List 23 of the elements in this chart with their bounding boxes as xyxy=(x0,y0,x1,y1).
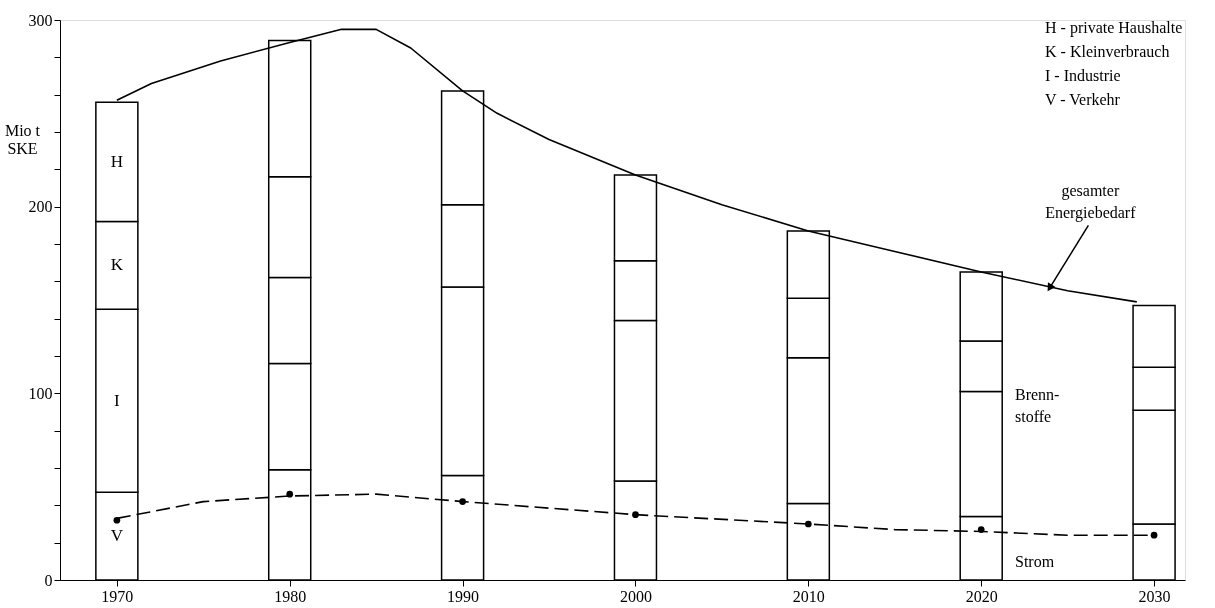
series-label: K xyxy=(110,255,124,275)
y-axis-title: Mio t SKE xyxy=(4,121,41,157)
y-tick-label: 0 xyxy=(44,571,53,589)
x-tick-label: 2020 xyxy=(965,587,998,605)
series-label: I xyxy=(114,390,121,410)
x-tick-label: 1970 xyxy=(101,587,134,605)
x-tick-label: 1980 xyxy=(274,587,307,605)
annotation: V - Verkehr xyxy=(1045,91,1121,108)
x-tick-label: 2000 xyxy=(619,587,652,605)
annotation: Strom xyxy=(1015,553,1055,570)
annotation: Brenn- stoffe xyxy=(1015,386,1060,425)
annotation: gesamter Energiebedarf xyxy=(1045,181,1137,222)
annotation: K - Kleinverbrauch xyxy=(1045,43,1170,60)
series-label: H xyxy=(110,151,123,171)
y-tick-label: 200 xyxy=(28,198,53,216)
y-tick-label: 300 xyxy=(28,11,53,29)
annotation: H - private Haushalte xyxy=(1045,19,1183,37)
x-tick-label: 1990 xyxy=(447,587,480,605)
x-tick-label: 2010 xyxy=(792,587,825,605)
y-tick-label: 100 xyxy=(28,384,53,402)
series-label: V xyxy=(110,526,124,546)
x-tick-label: 2030 xyxy=(1138,587,1171,605)
annotation: I - Industrie xyxy=(1045,67,1121,84)
